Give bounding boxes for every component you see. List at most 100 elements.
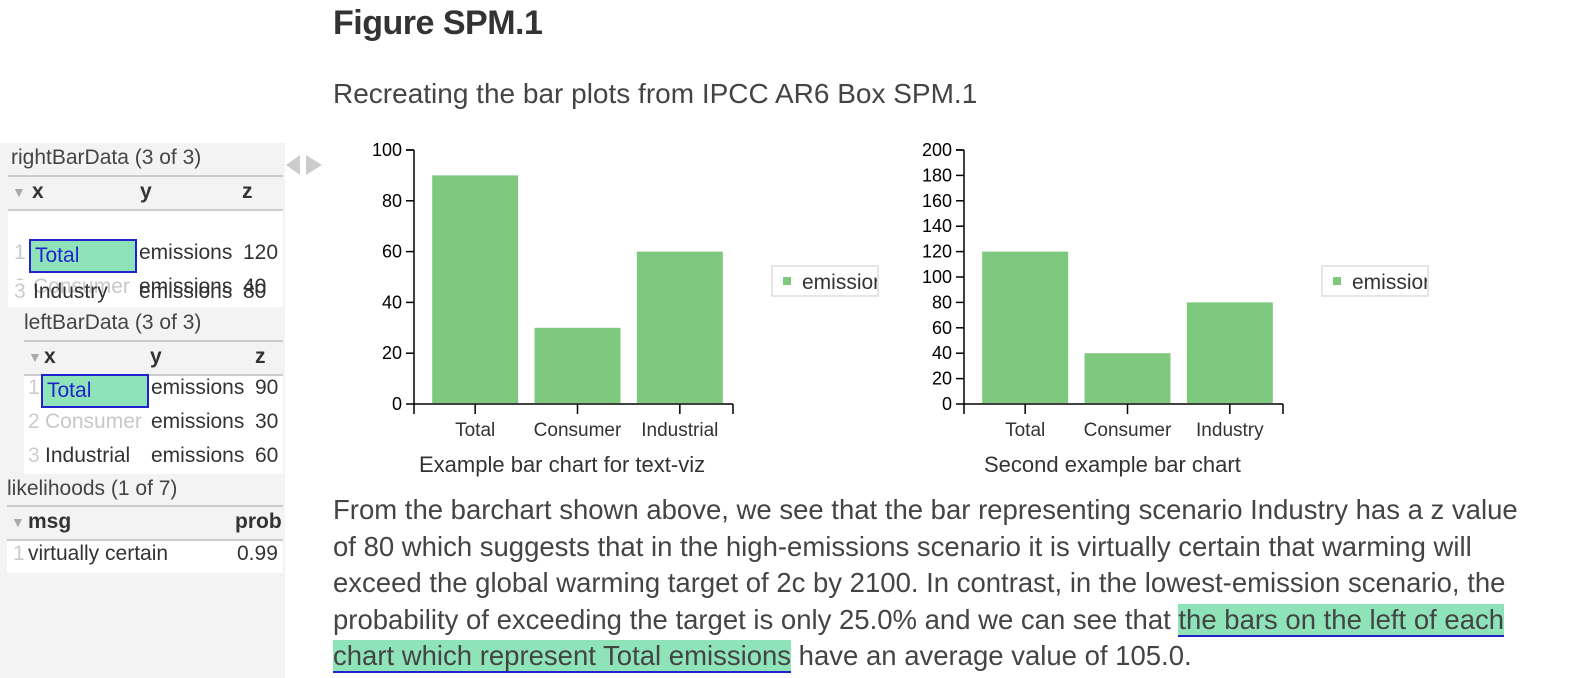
y-tick-label: 120 [922, 242, 952, 262]
bar-chart-right: 0 20 40 60 80 100 120 140 160 180 200 Total Consumer… [890, 138, 1435, 453]
y-tick-label: 20 [932, 369, 952, 389]
y-tick-label: 60 [382, 242, 402, 262]
row-index: 1 [28, 376, 40, 399]
row-index: 1 [13, 542, 25, 565]
collapse-triangle-icon[interactable]: ▼ [28, 349, 42, 365]
y-tick-label: 0 [942, 394, 952, 414]
bar [982, 251, 1069, 403]
legend-swatch [783, 277, 791, 285]
panel-resize-handle-icon[interactable] [286, 152, 322, 178]
row-cell-z: 120 [243, 241, 279, 264]
chart-plot-area: 0 20 40 60 80 100 Total Consumer Industrial [372, 140, 734, 441]
row-cell-y: emissions [151, 444, 245, 467]
chart-caption-left: Example bar chart for text-viz [419, 452, 706, 477]
bar [432, 175, 519, 403]
column-header-x[interactable]: x [44, 345, 56, 368]
row-cell-z: 40 [243, 275, 267, 298]
y-tick-label: 100 [372, 140, 402, 160]
row-index: 3 [28, 444, 40, 467]
y-tick-label: 140 [922, 216, 952, 236]
x-tick-label: Consumer [1084, 420, 1172, 441]
x-tick-label: Total [455, 420, 495, 441]
y-tick-label: 40 [382, 292, 402, 312]
y-tick-label: 40 [932, 343, 952, 363]
y-tick-label: 200 [922, 140, 952, 160]
selected-cell[interactable]: Total [41, 374, 149, 408]
row-cell-x: Consumer [45, 410, 142, 433]
x-tick-label: Total [1005, 420, 1045, 441]
chart-caption-right: Second example bar chart [984, 452, 1241, 477]
row-cell-y: emissions [151, 376, 245, 399]
y-tick-label: 100 [922, 267, 952, 287]
row-cell-z: 30 [255, 410, 279, 433]
column-header-prob[interactable]: prob [235, 510, 282, 533]
paragraph-text: probability of exceeding the target is o… [333, 603, 1179, 635]
bar [534, 327, 621, 403]
row-cell-y: emissions [151, 410, 245, 433]
paragraph-text: have an average value of 105.0. [791, 640, 1192, 671]
x-tick-label: Consumer [534, 420, 622, 441]
y-tick-label: 180 [922, 165, 952, 185]
row-index: 3 [14, 280, 26, 304]
left-bar-data-table: ▼ x y z 1 Total emissions 90 2 Consumer … [24, 340, 283, 474]
bar [1186, 302, 1273, 403]
bar-chart-left-svg: 0 20 40 60 80 100 Total Consumer Industrial emiss… [372, 140, 880, 441]
column-header-msg[interactable]: msg [28, 510, 72, 533]
row-cell-z: 80 [243, 280, 267, 303]
paragraph-line: exceed the global warming target of 2c b… [333, 567, 1506, 598]
collapse-triangle-icon[interactable]: ▼ [11, 514, 25, 530]
table-header: ▼ msg prob [7, 505, 283, 541]
row-cell-z: 90 [255, 376, 279, 399]
likelihoods-table: ▼ msg prob 1 virtually certain 0.99 [7, 505, 283, 573]
chart-legend: emissior [771, 265, 880, 297]
row-cell-x: Industrial [45, 444, 131, 467]
row-cell-y: emissions [139, 241, 233, 264]
column-header-x[interactable]: x [32, 180, 44, 203]
legend-label: emissior [802, 271, 880, 294]
page-title: Figure SPM.1 [333, 4, 543, 42]
page-subtitle: Recreating the bar plots from IPCC AR6 B… [333, 78, 978, 109]
column-header-y[interactable]: y [150, 345, 162, 368]
right-bar-data-table: ▼ x y z 1 Total emissions 120 2 Consumer… [8, 175, 283, 307]
data-inspector-panel: rightBarData (3 of 3) ▼ x y z 1 Total em… [0, 143, 285, 678]
row-cell-y: emissions [139, 280, 233, 303]
bar [636, 251, 723, 403]
y-tick-label: 0 [392, 394, 402, 414]
bar-chart-right-svg: 0 20 40 60 80 100 120 140 160 180 200 Total Consumer… [922, 140, 1430, 441]
paragraph-line: of 80 which suggests that in the high-em… [333, 530, 1472, 562]
row-cell-y: emissions [139, 275, 233, 298]
y-tick-label: 80 [932, 292, 952, 312]
right-bar-data-title[interactable]: rightBarData (3 of 3) [11, 146, 202, 169]
left-bar-data-title[interactable]: leftBarData (3 of 3) [24, 311, 202, 334]
legend-swatch [1333, 277, 1341, 285]
x-tick-label: Industry [1196, 420, 1264, 441]
y-tick-label: 20 [382, 343, 402, 363]
legend-label: emissior [1352, 271, 1430, 294]
column-header-z[interactable]: z [255, 345, 266, 368]
x-tick-label: Industrial [641, 420, 718, 441]
chart-legend: emissior [1321, 265, 1430, 297]
row-cell-x: Industry [33, 280, 108, 303]
collapse-triangle-icon[interactable]: ▼ [12, 184, 26, 200]
bar [1084, 353, 1171, 403]
highlighted-text-link[interactable]: the bars on the left of each [1178, 603, 1505, 637]
likelihoods-title[interactable]: likelihoods (1 of 7) [7, 477, 178, 500]
row-cell-msg: virtually certain [28, 542, 169, 565]
column-header-y[interactable]: y [140, 180, 152, 203]
y-tick-label: 60 [932, 318, 952, 338]
y-tick-label: 160 [922, 191, 952, 211]
y-tick-label: 80 [382, 191, 402, 211]
paragraph-line: probability of exceeding the target is o… [333, 602, 1570, 639]
selected-cell[interactable]: Total [29, 239, 137, 273]
row-index: 2 [28, 410, 40, 433]
row-cell-x: Consumer [33, 275, 130, 298]
highlighted-text-link[interactable]: chart which represent Total emissions [333, 640, 792, 673]
row-cell-z: 60 [255, 444, 279, 467]
paragraph-line: From the barchart shown above, we see th… [333, 494, 1518, 525]
explanation-paragraph: From the barchart shown above, we see th… [333, 492, 1570, 675]
bar-chart-left: 0 20 40 60 80 100 Total Consumer Industrial emiss… [340, 138, 885, 453]
table-header: ▼ x y z [8, 175, 283, 211]
paragraph-line: chart which represent Total emissions ha… [333, 638, 1570, 675]
column-header-z[interactable]: z [242, 180, 253, 203]
row-index: 1 [14, 241, 26, 264]
